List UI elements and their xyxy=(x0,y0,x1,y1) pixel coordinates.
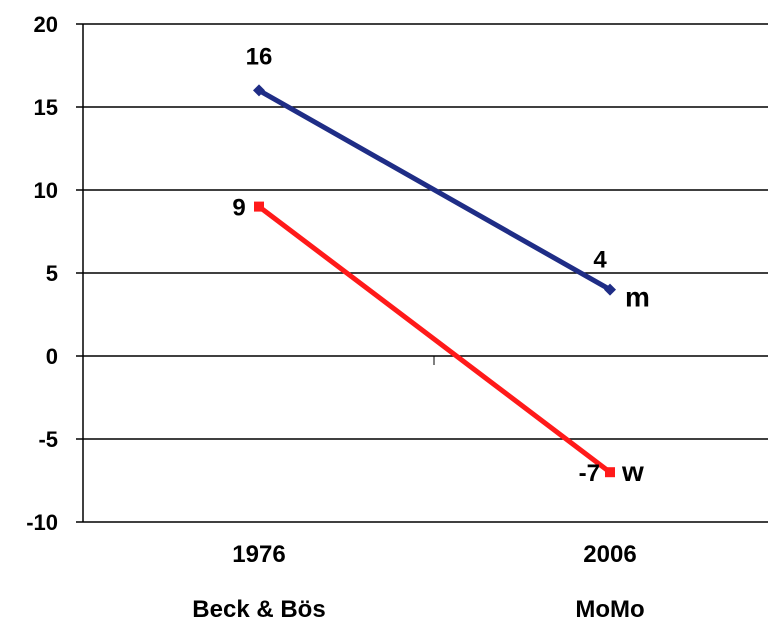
data-labels: 16 4m 9 -7 w xyxy=(232,43,650,487)
y-tick-label: -10 xyxy=(26,510,58,535)
data-label: 9 xyxy=(232,195,245,222)
x-category-label: 2006 xyxy=(583,541,636,568)
point-marker-w xyxy=(605,467,615,478)
y-tick-labels: 20 15 10 5 0 -5 -10 xyxy=(26,12,58,535)
x-category-labels: 1976 Beck & Bös 2006 MoMo xyxy=(192,541,644,621)
data-label: -7 xyxy=(579,460,600,487)
y-tick-label: 5 xyxy=(46,261,58,286)
data-label: 16 xyxy=(246,43,273,70)
series-name-label: w xyxy=(621,456,644,487)
series-layer xyxy=(253,84,616,478)
x-category-sublabel: Beck & Bös xyxy=(192,596,325,621)
series-line-w xyxy=(256,204,613,475)
series-line-m xyxy=(256,87,613,293)
gridlines xyxy=(76,23,768,523)
series-name-label: m xyxy=(625,282,650,313)
point-marker-m xyxy=(253,84,265,97)
y-tick-label: 10 xyxy=(34,178,58,203)
data-label: 4 xyxy=(593,247,607,274)
y-tick-label: 0 xyxy=(46,344,58,369)
point-marker-w xyxy=(254,201,264,212)
x-category-label: 1976 xyxy=(232,541,285,568)
y-tick-label: -5 xyxy=(38,427,58,452)
y-tick-label: 20 xyxy=(34,12,58,37)
x-category-sublabel: MoMo xyxy=(575,596,644,621)
point-marker-m xyxy=(604,283,616,296)
y-tick-label: 15 xyxy=(34,95,58,120)
